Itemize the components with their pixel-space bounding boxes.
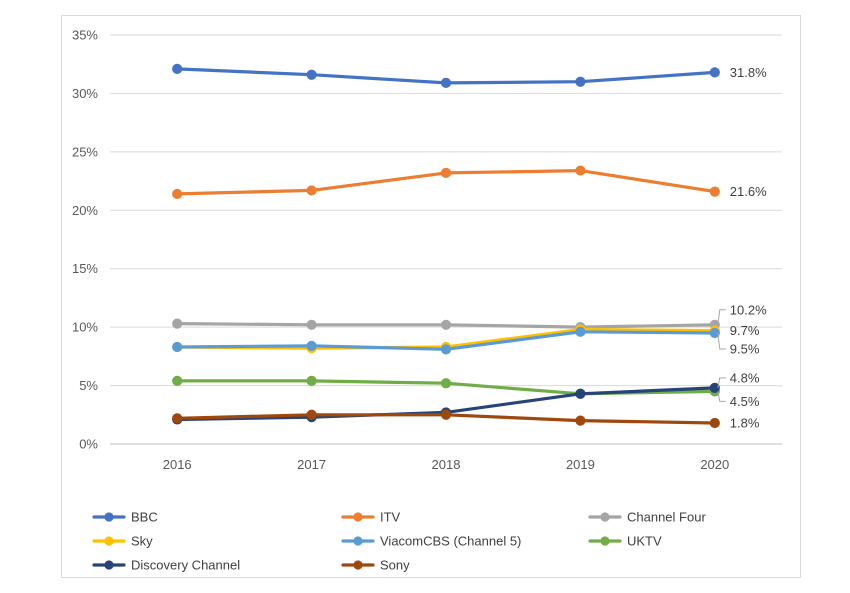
y-tick-label: 20% [72,203,98,218]
legend-item-itv: ITV [341,510,401,525]
y-tick-label: 0% [79,437,98,452]
y-tick-label: 5% [79,378,98,393]
chart-frame [61,15,801,578]
legend-swatch-marker [600,536,610,546]
x-tick-label: 2018 [432,457,461,472]
end-label-itv: 21.6% [730,184,767,199]
leader-line [717,391,726,402]
series-bbc [172,63,720,89]
data-point [306,340,317,351]
end-label-sky: 9.7% [730,323,760,338]
data-point [575,165,586,176]
x-axis-tick-labels: 2016 2017 2018 2019 2020 [163,457,730,472]
x-tick-label: 2016 [163,457,192,472]
legend-label: ViacomCBS (Channel 5) [380,534,521,549]
legend-label: BBC [131,510,158,525]
legend-label: Sky [131,534,153,549]
legend-label: Sony [380,558,410,573]
data-point [306,319,317,330]
y-tick-label: 15% [72,261,98,276]
x-tick-label: 2019 [566,457,595,472]
legend-item-uktv: UKTV [588,534,662,549]
legend-item-viacomcbs-channel-5: ViacomCBS (Channel 5) [341,534,521,549]
series-viacomcbs-channel-5 [172,326,720,355]
legend-item-bbc: BBC [92,510,158,525]
data-point [172,318,183,329]
series-itv [172,165,720,200]
y-axis-tick-labels: 0% 5% 10% 15% 20% 25% 30% 35% [72,28,98,452]
data-point [306,185,317,196]
series-uktv [172,375,720,399]
x-tick-label: 2017 [297,457,326,472]
leader-line [717,332,726,350]
legend-label: Channel Four [627,510,706,525]
legend-swatch-marker [353,512,363,522]
data-point [440,378,452,389]
data-point [172,375,183,386]
series-sony [172,409,720,429]
legend-label: UKTV [627,534,662,549]
data-point [709,327,720,339]
series-lines [172,63,720,429]
x-tick-label: 2020 [700,457,729,472]
end-data-labels: 31.8% 21.6% 10.2% 9.7% 9.5% 4.5% 4.8% 1.8% [730,65,767,431]
end-label-discovery-channel: 4.8% [730,370,760,385]
legend-swatch-marker [600,512,610,522]
data-point [440,167,452,178]
legend-item-discovery-channel: Discovery Channel [92,558,240,573]
data-point [575,388,586,399]
data-point [709,417,720,429]
data-point [575,415,586,426]
data-point [306,375,317,386]
legend-label: ITV [380,510,401,525]
y-tick-label: 10% [72,320,98,335]
y-tick-label: 30% [72,86,98,101]
data-point [709,382,720,394]
legend-swatch-marker [353,536,363,546]
data-point [172,63,183,74]
data-point [575,326,586,337]
leader-line [717,309,726,325]
data-point [306,409,317,420]
end-label-uktv: 4.5% [730,394,760,409]
data-point [306,69,317,80]
end-label-sony: 1.8% [730,415,760,430]
legend-swatch-marker [104,560,114,570]
data-point [440,409,452,420]
end-label-bbc: 31.8% [730,65,767,80]
y-tick-label: 25% [72,144,98,159]
data-point [172,188,183,200]
legend-swatch-marker [104,536,114,546]
data-point [709,67,720,78]
legend-swatch-marker [104,512,114,522]
label-leader-lines [717,309,726,402]
data-point [575,76,586,87]
data-point [172,341,183,353]
data-point [172,413,183,424]
data-point [440,344,452,355]
data-point [440,77,452,89]
legend-item-sony: Sony [341,558,410,573]
leader-line [717,377,726,388]
end-label-viacomcbs-channel-5: 9.5% [730,341,760,356]
legend: BBC ITV Channel Four Sky ViacomCBS (Channel … [92,510,706,573]
legend-label: Discovery Channel [131,558,240,573]
legend-item-channel-four: Channel Four [588,510,706,525]
legend-item-sky: Sky [92,534,153,549]
y-tick-label: 35% [72,28,98,43]
data-point [440,319,452,330]
end-label-channel-four: 10.2% [730,302,767,317]
data-point [709,186,720,197]
legend-swatch-marker [353,560,363,570]
